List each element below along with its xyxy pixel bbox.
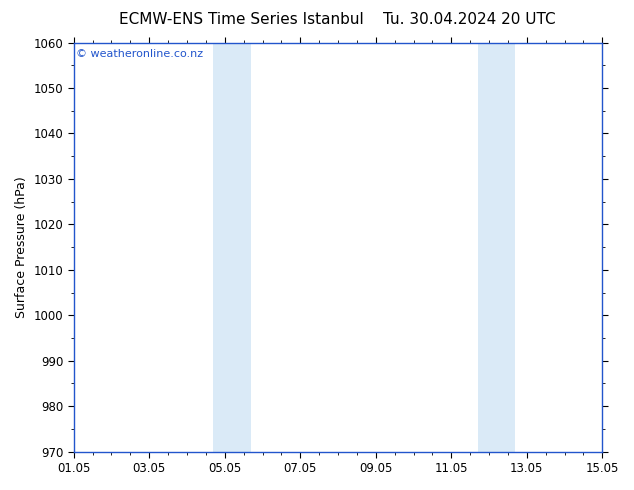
Y-axis label: Surface Pressure (hPa): Surface Pressure (hPa) [15, 176, 28, 318]
Text: Tu. 30.04.2024 20 UTC: Tu. 30.04.2024 20 UTC [383, 12, 555, 27]
Bar [214, 43, 251, 452]
Bar [477, 43, 515, 452]
Text: © weatheronline.co.nz: © weatheronline.co.nz [76, 49, 204, 59]
Text: ECMW-ENS Time Series Istanbul: ECMW-ENS Time Series Istanbul [119, 12, 363, 27]
